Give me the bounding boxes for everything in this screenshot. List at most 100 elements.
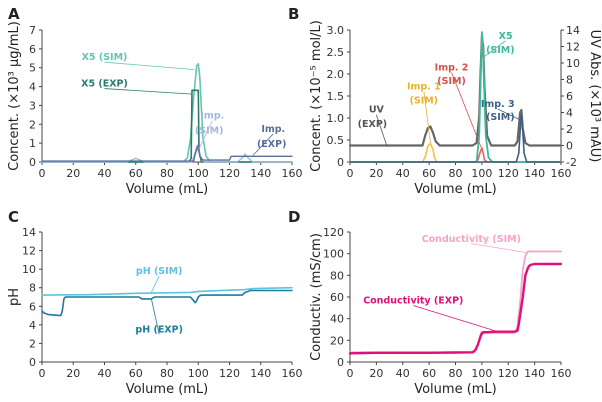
panel-letter: A [8, 5, 20, 23]
y-axis-label: Conductiv. (mS/cm) [309, 233, 324, 361]
x-tick-label: 80 [449, 367, 463, 380]
y-tick-label: 0 [29, 356, 36, 369]
y-tick-label: 0 [29, 156, 36, 169]
annotation-label: UV [369, 105, 385, 116]
x-tick-label: 120 [498, 367, 519, 380]
x-tick-label: 80 [160, 167, 174, 180]
annotation-label: (SIM) [486, 45, 515, 56]
y-tick-label: 100 [323, 248, 344, 261]
annotation-label: X5 [499, 31, 513, 42]
panel-b: B0 20 40 60 80 100 120 140 16000.51.01.52.02.53.… [288, 5, 602, 197]
annotation-label: (SIM) [486, 112, 515, 123]
annotation-label: Imp. 2 [435, 62, 469, 73]
annotation-label: (SIM) [195, 126, 224, 137]
panel-letter: D [288, 208, 300, 226]
panel-a: A 0 20 40 60 80 100 120 140 160 0 1 2 3 4 5 6 7 Volume (mL… [7, 5, 303, 197]
x-tick-label: 40 [98, 367, 112, 380]
y-tick-label: 20 [330, 334, 344, 347]
y-tick-label: 4 [29, 319, 36, 332]
x-tick-label: 60 [422, 167, 436, 180]
x-tick-label: 40 [98, 167, 112, 180]
y-tick-label: 1 [29, 137, 36, 150]
y2-axis-label: UV Abs. (×10³ mAU) [587, 30, 602, 163]
y-tick-label: 1.0 [327, 112, 345, 125]
y2-tick-label: 10 [566, 57, 580, 70]
y-axis-label: pH [7, 288, 22, 306]
series-line-x5-sim [41, 63, 293, 163]
y-tick-label: 7 [29, 24, 36, 37]
series-line-imp-exp [41, 144, 293, 162]
x-tick-label: 120 [498, 167, 519, 180]
y-tick-label: 3 [29, 99, 36, 112]
x-tick-label: 140 [524, 167, 545, 180]
panel-c: C 0 20 40 60 80 100 120 140 160 0 2 4 6 8 10 12 14 Volume … [7, 208, 303, 397]
x-tick-label: 100 [188, 367, 209, 380]
series-line-imp-2-sim [349, 147, 562, 163]
y-tick-label: 120 [323, 226, 344, 239]
annotation-leader [375, 114, 388, 147]
series-line-x5-exp [41, 89, 293, 163]
annotation-leader [151, 275, 160, 293]
y2-tick-label: 12 [566, 41, 580, 54]
y-tick-label: 6 [29, 43, 36, 56]
annotation-label: Conductivity (EXP) [363, 296, 463, 307]
annotation-label: (EXP) [358, 119, 387, 130]
annotation-label: Conductivity (SIM) [422, 234, 521, 245]
x-tick-label: 40 [396, 167, 410, 180]
x-tick-label: 80 [160, 367, 174, 380]
x-tick-label: 140 [524, 367, 545, 380]
x-tick-label: 160 [551, 167, 572, 180]
y2-tick-label: 14 [566, 24, 580, 37]
panel-letter: B [288, 5, 299, 23]
annotation-label: Imp. 1 [407, 81, 441, 92]
x-tick-label: 160 [282, 367, 303, 380]
annotation-leader [484, 40, 506, 57]
y2-tick-label: -2 [566, 156, 577, 169]
annotation-label: X5 (SIM) [82, 52, 128, 63]
y-tick-label: 2.0 [327, 68, 345, 81]
annotation-leader [413, 305, 498, 333]
y-axis-label: Concent. (×10⁻⁵ mol/L) [309, 20, 324, 172]
series-line-imp-1-sim [349, 142, 562, 163]
annotation-leader [104, 61, 195, 70]
annotation-label: pH (EXP) [135, 324, 183, 335]
x-tick-label: 60 [422, 367, 436, 380]
y-tick-label: 40 [330, 313, 344, 326]
x-tick-label: 60 [129, 167, 143, 180]
series-line-ph-exp [41, 289, 293, 317]
y-tick-label: 0 [337, 156, 344, 169]
annotation-label: (EXP) [257, 139, 286, 150]
series-line-ph-sim [41, 286, 293, 296]
x-tick-label: 0 [347, 367, 354, 380]
y-tick-label: 8 [29, 282, 36, 295]
x-tick-label: 20 [66, 367, 80, 380]
x-axis-label: Volume (mL) [126, 182, 209, 197]
x-tick-label: 80 [449, 167, 463, 180]
x-tick-label: 20 [369, 167, 383, 180]
series-line-imp-3-sim [349, 113, 562, 163]
annotation-label: (SIM) [437, 76, 466, 87]
x-tick-label: 120 [219, 367, 240, 380]
annotation-leader [252, 133, 274, 156]
y2-tick-label: 2 [566, 123, 573, 136]
annotation-leader [471, 243, 527, 253]
y-tick-label: 1.5 [327, 90, 345, 103]
x-tick-label: 100 [471, 367, 492, 380]
x-tick-label: 160 [551, 367, 572, 380]
y-tick-label: 6 [29, 300, 36, 313]
annotation-label: (SIM) [410, 95, 439, 106]
annotation-label: Imp. [261, 124, 285, 135]
y-tick-label: 80 [330, 269, 344, 282]
y-tick-label: 60 [330, 291, 344, 304]
y-tick-label: 2 [29, 118, 36, 131]
y-tick-label: 10 [22, 263, 36, 276]
annotation-label: pH (SIM) [136, 266, 183, 277]
series-line-conductivity-exp [348, 262, 563, 355]
annotation-label: Imp. 3 [481, 99, 515, 110]
panel-d: D0 20 40 60 80 100 120 140 160020406080100120Vol… [288, 208, 572, 397]
annotation-leader [497, 108, 521, 121]
x-tick-label: 140 [250, 367, 271, 380]
x-tick-label: 140 [250, 167, 271, 180]
x-tick-label: 0 [347, 167, 354, 180]
